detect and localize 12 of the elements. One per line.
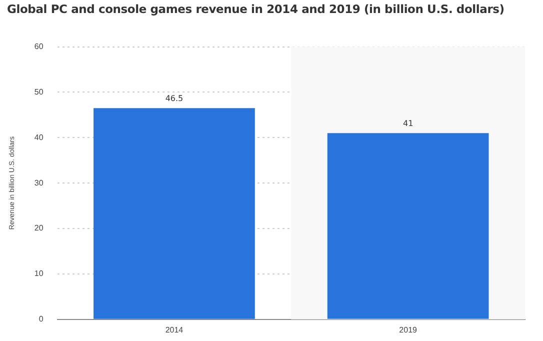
x-tick-label: 2014	[165, 325, 184, 334]
data-label: 41	[402, 119, 414, 128]
y-tick-label: 60	[34, 42, 44, 52]
y-tick-label: 10	[34, 269, 44, 278]
data-label: 46.5	[165, 94, 184, 104]
x-tick-label: 2019	[399, 325, 418, 334]
chart-title: Global PC and console games revenue in 2014 and 2019 (in billion U.S. dollars)	[7, 2, 504, 16]
y-tick-label: 30	[34, 178, 44, 188]
y-tick-label: 50	[34, 87, 44, 96]
y-tick-label: 40	[34, 132, 44, 142]
y-tick-label: 0	[38, 314, 44, 324]
y-tick-label: 20	[34, 224, 44, 233]
